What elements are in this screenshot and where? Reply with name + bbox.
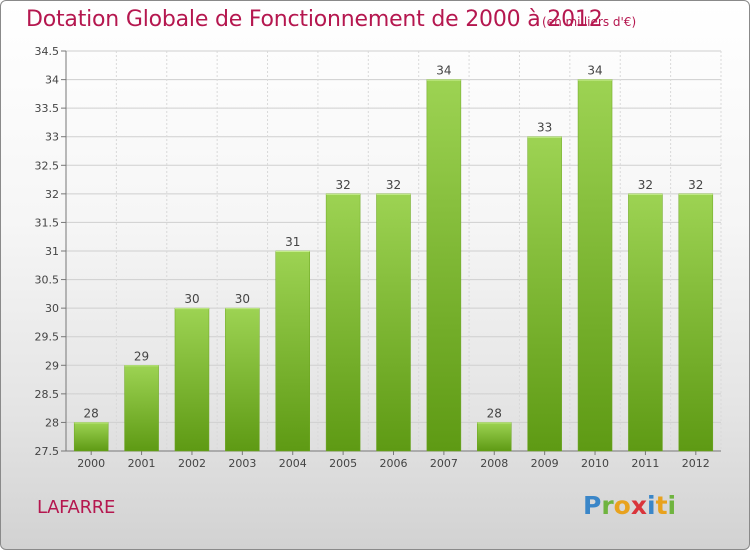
bar [477,422,512,452]
y-tick-label: 32 [45,188,59,201]
x-tick-label: 2012 [682,457,710,470]
x-tick-labels: 2000 2001 2002 2003 2004 2005 2006 2007 2008 2009… [77,457,710,470]
bar [527,136,562,452]
bar [577,79,613,452]
logo-letter: i [667,491,677,520]
x-tick-label: 2000 [77,457,105,470]
data-label: 29 [134,349,149,363]
y-tick-label: 28.5 [35,388,60,401]
x-tick-label: 2005 [329,457,357,470]
x-tick-label: 2004 [279,457,307,470]
x-tick-label: 2009 [531,457,559,470]
data-labels: 28 29 30 30 31 32 32 34 28 33 34 32 32 [84,64,704,421]
logo-letter: o [613,491,631,520]
y-tick-label: 34 [45,74,59,87]
logo-letter: x [630,491,647,520]
data-label: 28 [84,406,99,420]
logo-letter: i [647,491,656,520]
x-tick-label: 2007 [430,457,458,470]
x-tick-label: 2006 [380,457,408,470]
y-tick-label: 33 [45,131,59,144]
data-label: 32 [638,178,653,192]
proxiti-logo: Proxiti [583,491,676,520]
x-tick-label: 2001 [128,457,156,470]
bars [73,79,714,452]
logo-letter: t [655,491,668,520]
bar [124,365,159,452]
logo-letter: P [583,491,602,520]
x-tick-label: 2010 [581,457,609,470]
y-tick-label: 34.5 [35,45,60,58]
bar [426,79,462,452]
x-tick-label: 2008 [480,457,508,470]
y-tick-label: 29.5 [35,331,60,344]
bar [225,307,260,452]
bar [628,193,663,452]
data-label: 30 [184,292,199,306]
y-tick-label: 29 [45,359,59,372]
data-label: 32 [688,178,703,192]
y-tick-label: 33.5 [35,102,60,115]
bar [73,422,109,452]
y-tick-labels: 27.5 28 28.5 29 29.5 30 30.5 31 31.5 32 32.5 33 33.5… [35,45,60,458]
bar [174,307,210,452]
y-tick-label: 32.5 [35,159,60,172]
y-tick-label: 31.5 [35,216,60,229]
chart-unit-note: (en milliers d'€) [542,15,637,29]
bar [325,193,361,452]
data-label: 34 [587,64,602,78]
data-label: 31 [285,235,300,249]
data-label: 32 [335,178,350,192]
y-tick-label: 28 [45,416,59,429]
data-label: 33 [537,121,552,135]
chart-title: Dotation Globale de Fonctionnement de 20… [26,7,603,32]
logo-letter: r [601,491,614,520]
x-tick-label: 2003 [228,457,256,470]
data-label: 32 [386,178,401,192]
commune-name: LAFARRE [37,497,116,518]
y-tick-label: 27.5 [35,445,60,458]
data-label: 30 [235,292,250,306]
x-tick-label: 2011 [631,457,659,470]
bar [678,193,714,452]
y-tick-label: 30.5 [35,274,60,287]
bar [275,250,310,452]
data-label: 34 [436,64,451,78]
y-tick-label: 30 [45,302,59,315]
x-tick-label: 2002 [178,457,206,470]
data-label: 28 [487,406,502,420]
y-tick-label: 31 [45,245,59,258]
bar [376,193,411,452]
